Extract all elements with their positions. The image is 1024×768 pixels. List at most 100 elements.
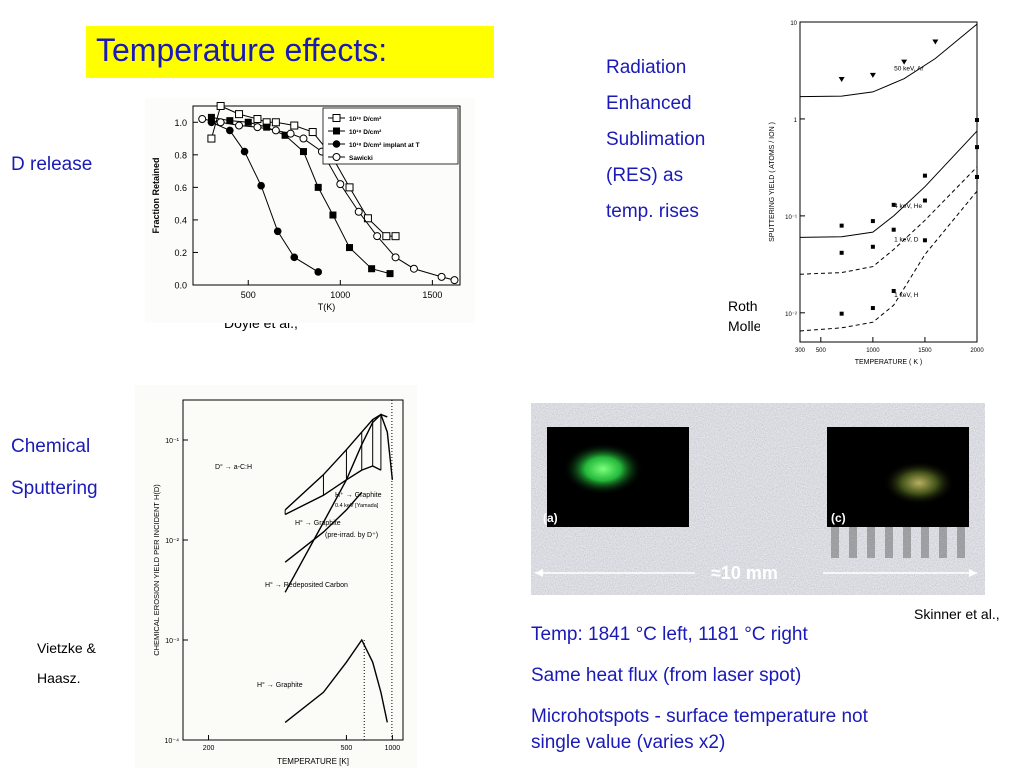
chart1-point	[373, 232, 382, 241]
chart2-annotation: 1 keV, H	[894, 292, 919, 299]
chart1-point	[314, 183, 322, 191]
chart2-series-line-3	[799, 190, 978, 332]
chemical-erosion-chart: 10⁻¹ 10⁻² 10⁻³ 10⁻⁴ 200 500 1000 TEMPERATURE [K…	[135, 385, 417, 768]
chart2-point	[901, 59, 908, 65]
chart1-ytick-label: 1.0	[174, 118, 187, 128]
chart2-annotation: 50 keV, Ar	[894, 66, 924, 73]
chart1-ytick-label: 0.2	[174, 248, 187, 258]
chart2-series-line-1	[799, 130, 978, 238]
chart2-point	[838, 77, 845, 83]
chart1-point	[226, 117, 234, 125]
chart2-xtick-label: 2000	[970, 348, 984, 354]
chart2-ytick-label: 1	[794, 118, 798, 124]
chart3-series-line-4	[284, 638, 388, 723]
chart1-point	[299, 134, 308, 143]
chart1-legend-marker	[332, 114, 341, 122]
chart1-ytick-label: 0.6	[174, 183, 187, 193]
chart1-point	[253, 123, 262, 132]
chart1-point	[386, 270, 394, 278]
chart3-ytick-label: 10⁻¹	[165, 438, 179, 445]
chart2-series-line-2	[799, 166, 978, 275]
fraction-retained-chart: 0.0 0.2 0.4 0.6 0.8 1.0 500 1000 1500 T(K) Fractio…	[145, 98, 475, 323]
chart3-annotation: H° → Graphite	[295, 519, 341, 527]
chart1-legend-label: Sawicki	[349, 155, 373, 162]
chart3-annotation: H° → Graphite	[257, 681, 303, 689]
chart1-xtick-label: 500	[241, 290, 256, 300]
stripe-pattern	[831, 498, 965, 558]
chart1-point	[437, 272, 446, 281]
chart1-point	[450, 276, 459, 285]
chart2-point	[870, 219, 875, 224]
chart1-point	[409, 264, 418, 273]
chart2-xtick-label: 1500	[918, 348, 932, 354]
chart2-point	[975, 145, 979, 150]
microhotspots-note-1: Microhotspots - surface temperature not	[531, 706, 868, 727]
chart2-ytick-label: 10⁻¹	[785, 215, 797, 221]
chart2-point	[870, 244, 875, 249]
chart1-ylabel: Fraction Retained	[151, 157, 161, 233]
chart2-background	[760, 14, 985, 374]
chart3-background	[135, 385, 417, 768]
chart3-xtick-label: 200	[203, 745, 215, 752]
chart2-point	[975, 174, 979, 179]
chart2-point	[839, 311, 844, 316]
chart1-point	[329, 211, 337, 219]
res-line-5: temp. rises	[606, 201, 699, 222]
chart3-series-line-2	[284, 465, 382, 516]
chart1-point	[391, 253, 400, 262]
chart1-legend-marker	[332, 153, 341, 161]
microhotspots-note-2: single value (varies x2)	[531, 732, 726, 753]
chart2-point	[975, 118, 979, 123]
chart1-point	[226, 126, 234, 135]
photo-scale-label: ≈10 mm	[711, 563, 778, 583]
slide-title: Temperature effects:	[96, 32, 388, 68]
chart3-series-line-3	[284, 491, 363, 563]
chart2-ytick-label: 10⁻²	[785, 312, 797, 318]
chart1-point	[363, 214, 372, 223]
chart1-ytick-label: 0.4	[174, 215, 187, 225]
chart2-point	[839, 223, 844, 228]
chart1-point	[235, 121, 244, 130]
chart2-ytick-label: 10	[790, 21, 797, 27]
chart2-point	[922, 173, 927, 178]
chart2-xlabel: TEMPERATURE ( K )	[855, 359, 923, 366]
chart1-point	[290, 121, 299, 130]
chart1-legend-marker	[333, 127, 340, 135]
chart1-point	[207, 113, 215, 121]
vietzke-credit-2: Haasz.	[37, 670, 81, 686]
chart1-legend-marker	[332, 140, 341, 148]
roth-credit-2: Moller	[728, 318, 767, 334]
heat-flux-note: Same heat flux (from laser spot)	[531, 665, 802, 686]
chart2-annotation: 4 keV, He	[894, 203, 922, 210]
chart1-point	[345, 183, 354, 192]
chart2-point	[839, 250, 844, 255]
chart3-ytick-label: 10⁻³	[165, 638, 179, 645]
chart1-point	[271, 126, 280, 135]
chart2-point	[922, 238, 927, 243]
chart1-point	[257, 181, 265, 190]
chart1-point	[216, 102, 225, 110]
chart3-xtick-label: 1000	[385, 745, 401, 752]
chart2-xtick-label: 300	[795, 348, 806, 354]
chart2-series-line-0	[799, 23, 978, 98]
chart1-xtick-label: 1000	[330, 290, 350, 300]
chart2-xtick-label: 1000	[866, 348, 880, 354]
chart3-annotation: 0.4 keV [Yamada]	[335, 503, 379, 509]
title-highlight-box	[86, 26, 494, 78]
chart2-annotation: 1 keV, D	[894, 236, 919, 243]
res-line-2: Enhanced	[606, 93, 692, 114]
chart2-point	[922, 198, 927, 203]
chart2-point	[891, 288, 896, 293]
chart1-point	[207, 118, 216, 127]
photo-label-a: (a)	[543, 511, 558, 525]
chart1-legend-box	[322, 107, 459, 165]
chart1-xlabel: T(K)	[318, 302, 336, 312]
temp-note: Temp: 1841 °C left, 1181 °C right	[531, 624, 808, 645]
chart1-point	[286, 129, 295, 138]
chart1-point	[235, 110, 244, 119]
sputtering-yield-chart: 10 1 10⁻¹ 10⁻² 300 500 1000 1500 2000 TEMPERATURE…	[760, 14, 985, 374]
chart1-ytick-label: 0.8	[174, 150, 187, 160]
chart1-xtick-label: 1500	[422, 290, 442, 300]
chart1-point	[198, 115, 207, 124]
chart1-point	[263, 123, 271, 131]
